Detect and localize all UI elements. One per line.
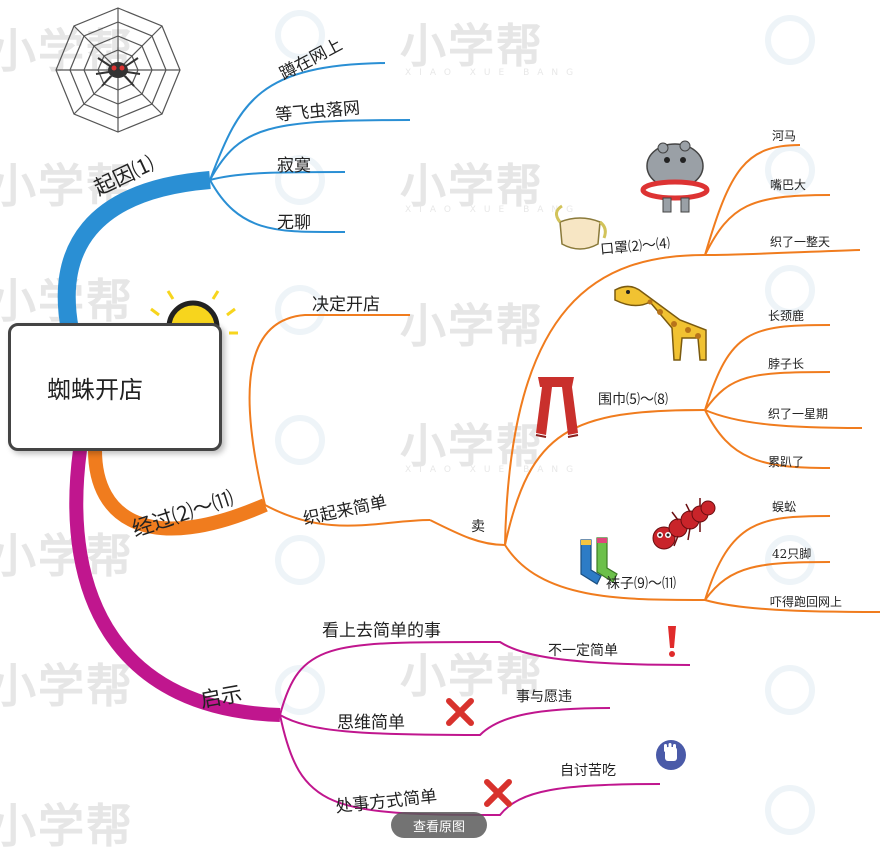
mask-item: 嘴巴大: [770, 178, 807, 192]
group-label-scarf: 围巾⑸～⑻: [598, 392, 668, 408]
mask-item: 河马: [772, 129, 797, 143]
exclamation-icon: [668, 626, 676, 657]
central-node: 蜘蛛开店: [8, 323, 222, 451]
insight-sub: 事与愿违: [516, 689, 572, 705]
stop-hand-icon: [656, 740, 686, 770]
branch-cause: [57, 62, 411, 332]
central-title: 蜘蛛开店: [47, 375, 143, 404]
cross-icon: [484, 779, 512, 807]
mask-item: 织了一整天: [770, 235, 831, 249]
socks-item: 42只脚: [772, 547, 812, 561]
insight-sub: 自讨苦吃: [560, 763, 616, 779]
scarf-item: 脖子长: [768, 357, 805, 371]
cause-item: 寂寞: [277, 156, 311, 176]
group-label-socks: 袜子⑼～⑾: [606, 576, 676, 592]
insight-item: 看上去简单的事: [322, 621, 441, 641]
scarf-item: 长颈鹿: [768, 309, 805, 323]
centipede-icon: [652, 498, 716, 550]
mask-icon: [555, 204, 607, 250]
insight-item: 思维简单: [337, 713, 405, 733]
socks-item: 蜈蚣: [772, 500, 797, 514]
socks-item: 吓得跑回网上: [770, 595, 843, 609]
giraffe-icon: [614, 285, 707, 361]
socks-icon: [580, 537, 618, 585]
watermark-logos: [275, 10, 815, 835]
scarf-item: 累趴了: [768, 455, 805, 469]
cause-item: 无聊: [277, 213, 311, 233]
scarf-item: 织了一星期: [768, 407, 829, 421]
view-original-button[interactable]: 查看原图: [391, 812, 487, 838]
insight-sub: 不一定简单: [548, 643, 618, 659]
hippo-icon: [640, 140, 710, 213]
branch-process: [88, 144, 881, 613]
cross-icon: [446, 698, 474, 726]
scarf-icon: [535, 377, 579, 438]
process-decide: 决定开店: [312, 295, 380, 315]
process-sell: 卖: [471, 519, 485, 535]
spider-web-icon: [55, 7, 181, 133]
